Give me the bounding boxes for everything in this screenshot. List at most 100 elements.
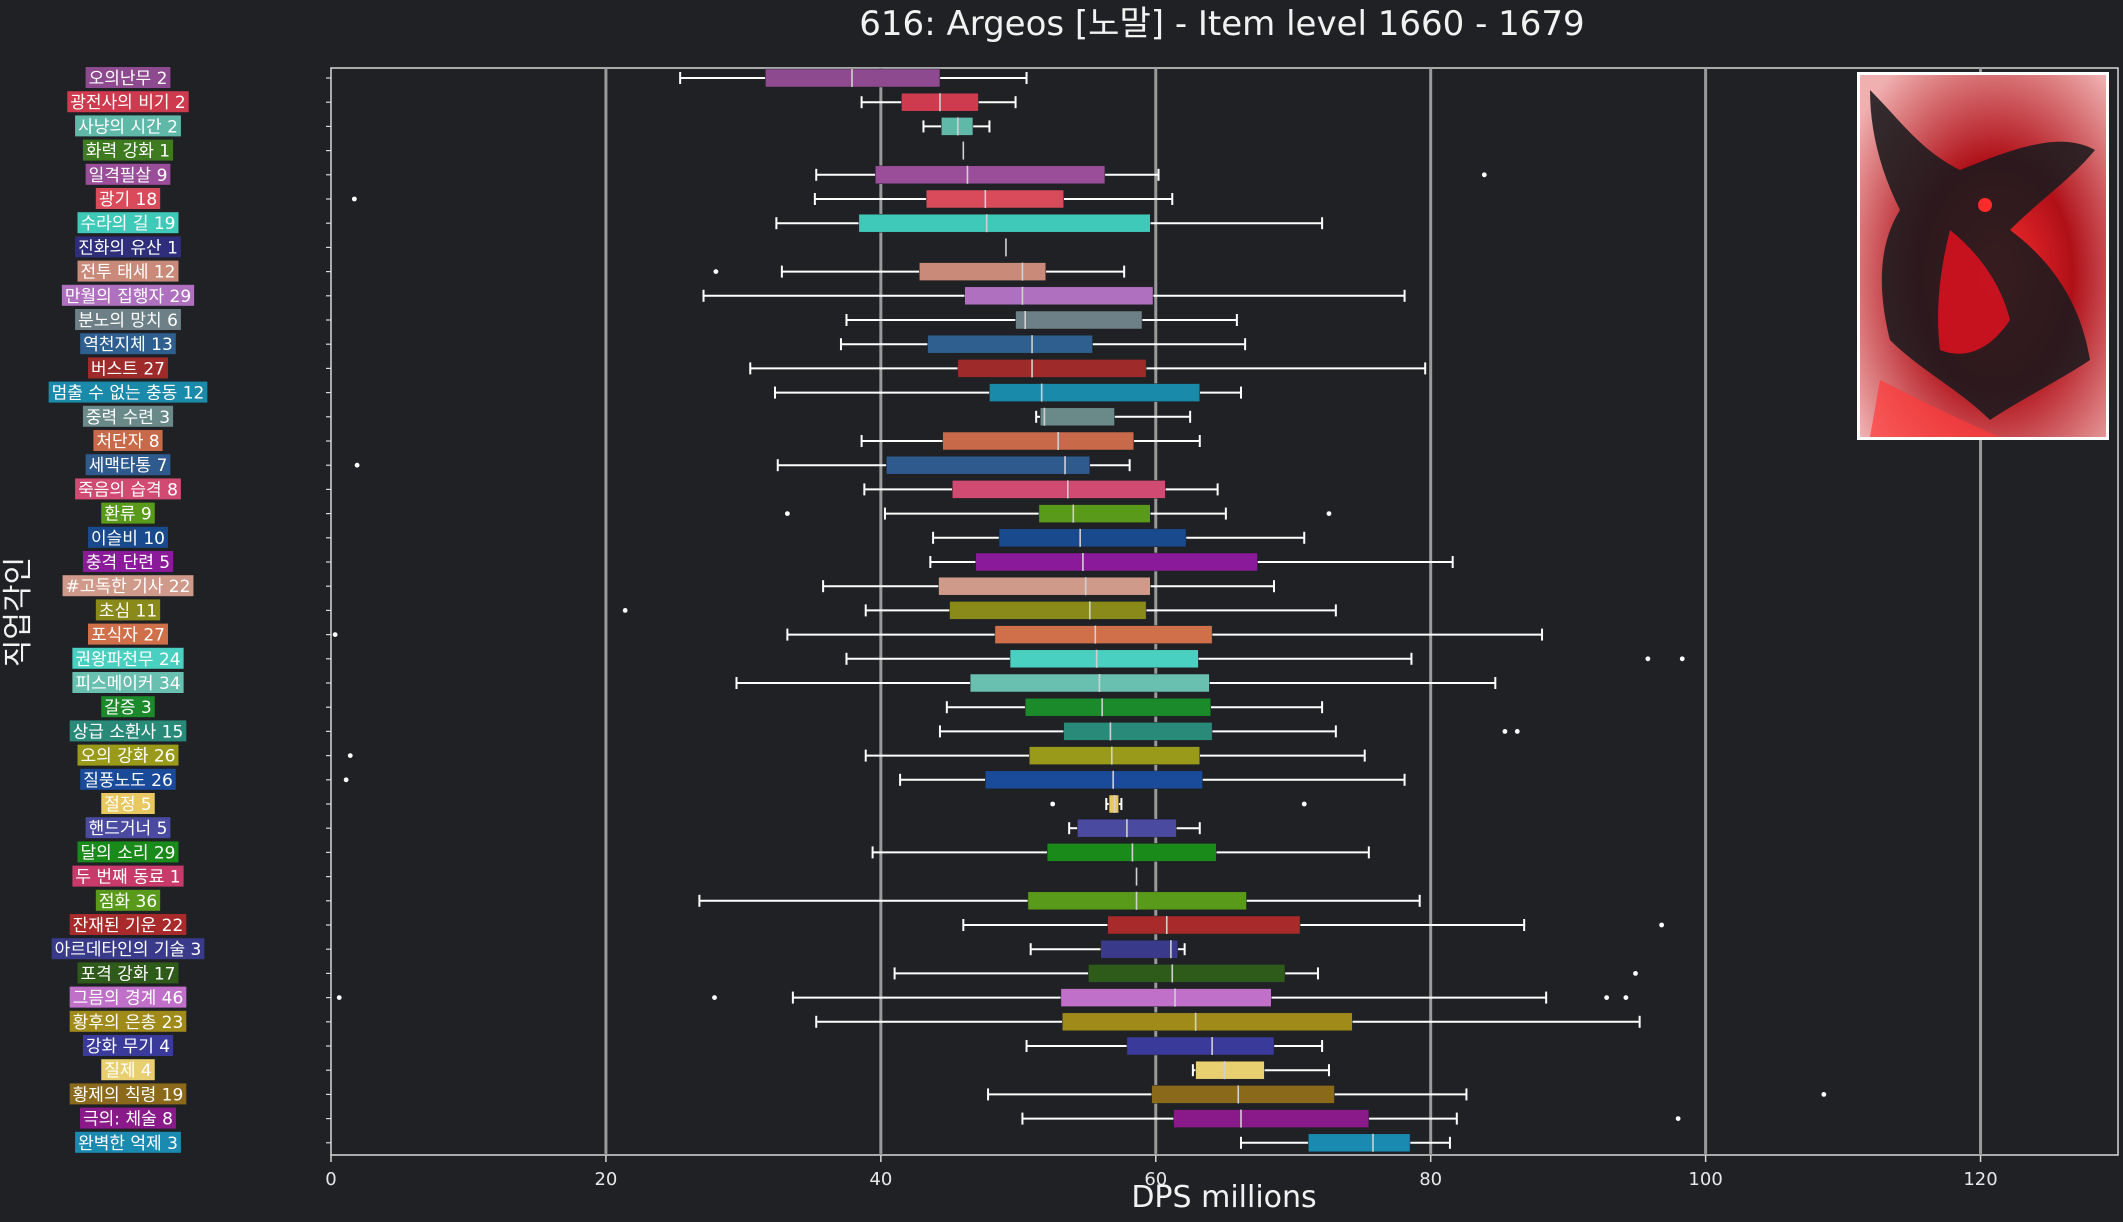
category-label-12: 버스트 27: [88, 357, 168, 379]
box-iqr: [1088, 964, 1285, 982]
category-label-28: 오의 강화 26: [78, 745, 179, 767]
category-label-text: 핸드거너 5: [89, 819, 168, 839]
box-iqr: [965, 287, 1153, 305]
category-label-text: 광기 18: [99, 190, 157, 210]
category-label-1: 광전사의 비기 2: [67, 91, 188, 113]
box-iqr: [999, 529, 1186, 547]
box-iqr: [1152, 1085, 1335, 1103]
outlier-point: [1821, 1092, 1826, 1097]
category-label-text: 피스메이커 34: [75, 674, 180, 694]
category-label-text: 분노의 망치 6: [78, 311, 178, 331]
box-iqr: [1061, 989, 1271, 1007]
category-label-text: 멈출 수 없는 충동 12: [52, 384, 205, 404]
category-label-text: 달의 소리 29: [81, 843, 176, 863]
box-iqr: [1174, 1110, 1369, 1128]
category-label-21: #고독한 기사 22: [63, 575, 194, 597]
category-label-9: 만월의 집행자 29: [62, 285, 194, 307]
category-label-24: 권왕파천무 24: [72, 648, 183, 670]
category-label-3: 화력 강화 1: [83, 140, 173, 162]
category-label-22: 초심 11: [96, 599, 160, 621]
category-label-43: 극의: 체술 8: [80, 1108, 176, 1130]
outlier-point: [355, 463, 360, 468]
category-label-39: 황후의 은총 23: [70, 1011, 187, 1033]
box-iqr: [919, 263, 1045, 281]
category-label-29: 질풍노도 26: [80, 769, 176, 791]
box-iqr: [989, 384, 1199, 402]
outlier-point: [1623, 995, 1628, 1000]
category-label-23: 포식자 27: [88, 624, 168, 646]
category-labels: 오의난무 2광전사의 비기 2사냥의 시간 2화력 강화 1일격필살 9광기 1…: [49, 67, 208, 1154]
category-label-text: 갈증 3: [104, 698, 152, 718]
box-iqr: [1101, 940, 1178, 958]
outlier-point: [623, 608, 628, 613]
box-iqr: [1025, 698, 1211, 716]
outlier-point: [1604, 995, 1609, 1000]
category-label-text: 절정 5: [104, 795, 152, 815]
category-label-7: 진화의 유산 1: [75, 236, 181, 258]
category-label-41: 질제 4: [101, 1059, 155, 1081]
category-label-text: 진화의 유산 1: [78, 238, 178, 258]
box-iqr: [1029, 747, 1199, 765]
box-iqr: [970, 674, 1209, 692]
category-label-14: 중력 수련 3: [83, 406, 173, 428]
box-iqr: [939, 577, 1151, 595]
outlier-point: [1482, 172, 1487, 177]
category-label-text: 질제 4: [104, 1061, 152, 1081]
outlier-point: [1659, 923, 1664, 928]
category-label-text: 이슬비 10: [91, 529, 165, 549]
category-label-text: 광전사의 비기 2: [70, 93, 185, 113]
box-iqr: [886, 456, 1089, 474]
box-iqr: [1016, 311, 1142, 329]
box-iqr: [928, 335, 1093, 353]
category-label-16: 세맥타통 7: [86, 454, 171, 476]
category-label-text: 초심 11: [99, 601, 157, 621]
category-label-19: 이슬비 10: [88, 527, 168, 549]
category-label-text: 죽음의 습격 8: [78, 480, 178, 500]
category-label-text: 일격필살 9: [89, 166, 168, 186]
category-label-text: 완벽한 억제 3: [78, 1134, 178, 1154]
category-label-text: 황후의 은총 23: [73, 1013, 184, 1033]
x-tick-label: 20: [594, 1169, 617, 1190]
category-label-26: 갈증 3: [101, 696, 155, 718]
outlier-point: [1302, 802, 1307, 807]
category-label-10: 분노의 망치 6: [75, 309, 181, 331]
outlier-point: [333, 632, 338, 637]
x-axis-label: DPS millions: [1131, 1180, 1316, 1215]
category-label-31: 핸드거너 5: [86, 817, 171, 839]
outlier-point: [1676, 1116, 1681, 1121]
category-label-11: 역천지체 13: [80, 333, 176, 355]
x-tick-label: 0: [325, 1169, 336, 1190]
category-label-text: 역천지체 13: [83, 335, 173, 355]
category-label-33: 두 번째 동료 1: [72, 866, 183, 888]
box-iqr: [1196, 1061, 1265, 1079]
category-label-text: 극의: 체술 8: [83, 1110, 173, 1130]
category-label-44: 완벽한 억제 3: [75, 1132, 181, 1154]
category-label-text: 수라의 길 19: [81, 214, 176, 234]
outlier-point: [1503, 729, 1508, 734]
outlier-point: [1680, 656, 1685, 661]
outlier-point: [1327, 511, 1332, 516]
box-iqr: [1127, 1037, 1274, 1055]
outlier-point: [344, 777, 349, 782]
category-label-5: 광기 18: [96, 188, 160, 210]
outlier-point: [1515, 729, 1520, 734]
category-label-32: 달의 소리 29: [78, 841, 179, 863]
category-label-0: 오의난무 2: [86, 67, 171, 89]
category-label-37: 포격 강화 17: [78, 962, 179, 984]
box-iqr: [875, 166, 1105, 184]
chart-title: 616: Argeos [노말] - Item level 1660 - 167…: [859, 4, 1584, 44]
category-label-text: 아르데타인의 기술 3: [55, 940, 202, 960]
y-axis-label: 직업각인: [1, 557, 36, 667]
category-label-30: 절정 5: [101, 793, 155, 815]
box-iqr: [952, 480, 1165, 498]
category-label-40: 강화 무기 4: [83, 1035, 173, 1057]
outlier-point: [348, 753, 353, 758]
category-label-38: 그믐의 경계 46: [70, 987, 187, 1009]
box-iqr: [926, 190, 1063, 208]
category-label-34: 점화 36: [96, 890, 160, 912]
box-iqr: [995, 626, 1212, 644]
box-iqr: [958, 359, 1146, 377]
outlier-point: [785, 511, 790, 516]
box-iqr: [1062, 1013, 1352, 1031]
category-label-text: 충격 단련 5: [86, 553, 170, 573]
